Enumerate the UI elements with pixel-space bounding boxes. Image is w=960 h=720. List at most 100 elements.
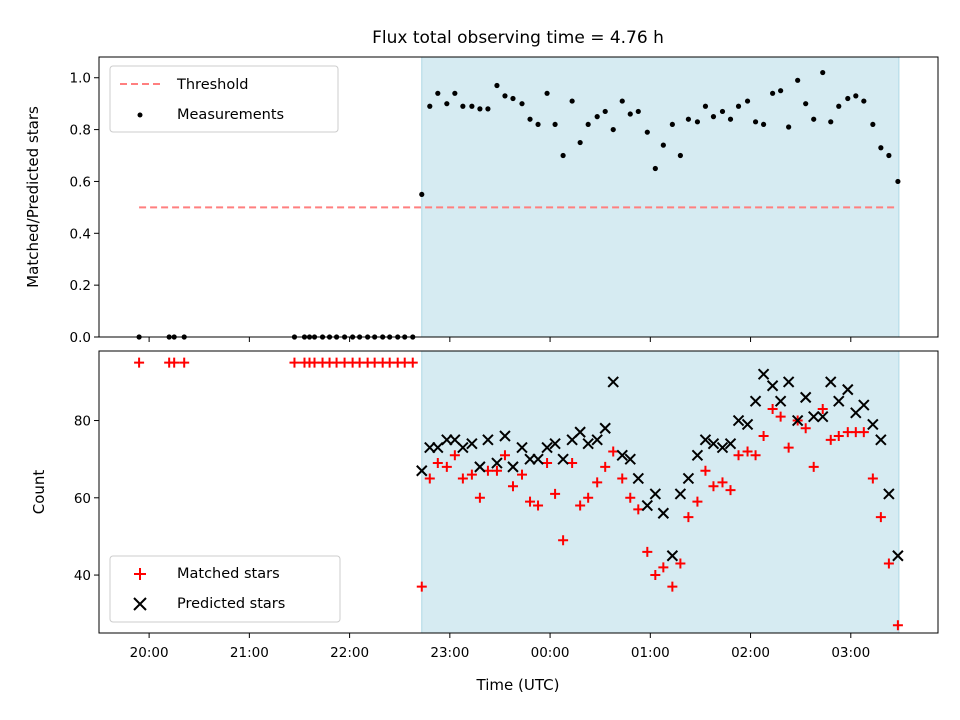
predicted-star-point (574, 426, 586, 438)
predicted-star-point (716, 441, 729, 454)
top-panel: 0.0 0.2 0.4 0.6 0.8 1.0 Matched/Predicted sta… (24, 56, 939, 346)
measurement-point (494, 82, 500, 89)
measurement-point (853, 93, 859, 99)
predicted-star-point (482, 434, 494, 446)
predicted-star-point (892, 550, 904, 562)
measurement-point (786, 124, 792, 130)
measurement-point (735, 103, 742, 109)
predicted-star-point (624, 453, 636, 465)
matched-star-point (407, 357, 418, 368)
matched-star-point (416, 581, 427, 592)
matched-star-point (667, 581, 678, 592)
predicted-star-point (666, 550, 679, 562)
measurement-point (760, 121, 767, 128)
measurement-point (744, 98, 751, 104)
matched-star-point (700, 465, 711, 476)
matched-star-point (817, 403, 828, 414)
bottom-axes-frame (98, 350, 939, 634)
predicted-star-point (591, 434, 603, 446)
matched-star-point (617, 473, 628, 484)
predicted-star-point (699, 434, 712, 446)
measurement-point (560, 152, 566, 159)
predicted-star-point (858, 399, 870, 411)
measurement-points (136, 69, 901, 340)
predicted-star-point (641, 499, 654, 512)
predicted-legend-swatch (133, 597, 147, 611)
measurement-point (627, 111, 633, 117)
measurement-point (594, 114, 600, 120)
measurement-point (710, 114, 717, 120)
predicted-star-point (599, 422, 611, 434)
measurement-point (535, 121, 541, 128)
measurement-point (502, 93, 508, 99)
x-tick-label: 21:00 (230, 645, 269, 661)
matched-star-point (567, 458, 578, 469)
predicted-star-point (682, 472, 695, 485)
matched-star-point (134, 357, 145, 368)
x-tick-label: 23:00 (430, 645, 469, 661)
matched-star-point (733, 450, 744, 461)
matched-star-point (517, 469, 528, 480)
measurement-point (677, 152, 683, 159)
predicted-star-point (541, 441, 553, 454)
bottom-y-ticks: 40 60 80 (74, 414, 99, 584)
observing-window-shade-bottom (421, 350, 900, 634)
measurement-point (460, 103, 466, 109)
predicted-star-point (749, 395, 762, 407)
matched-star-point (558, 535, 569, 546)
x-tick-label: 01:00 (631, 645, 670, 661)
measurement-point (527, 116, 533, 122)
predicted-star-point (516, 441, 528, 454)
matched-star-point (658, 562, 669, 573)
measurement-point (836, 103, 842, 109)
matched-star-point (783, 442, 794, 453)
measurement-point (519, 101, 525, 107)
predicted-star-point (842, 383, 854, 396)
predicted-star-point (549, 438, 561, 450)
matched-star-point (750, 450, 761, 461)
x-tick-label: 00:00 (531, 645, 570, 661)
chart-title: Flux total observing time = 4.76 h (372, 28, 664, 48)
measurement-point (795, 77, 801, 83)
matched-star-point (449, 450, 460, 461)
measurements-legend-swatch (137, 112, 143, 118)
measurement-point (886, 152, 892, 159)
observing-window-shade-top (421, 56, 900, 338)
x-tick-label: 03:00 (831, 645, 870, 661)
measurement-point (803, 101, 809, 107)
top-y-ticks: 0.0 0.2 0.4 0.6 0.8 1.0 (70, 71, 99, 346)
matched-star-point (758, 430, 769, 441)
bottom-legend-box (109, 555, 341, 623)
predicted-star-point (649, 488, 662, 500)
predicted-star-point (507, 461, 519, 473)
matched-star-point (542, 458, 553, 469)
legend-threshold-label: Threshold (176, 77, 248, 93)
matched-star-point (767, 403, 778, 414)
bottom-x-ticks: 20:00 21:00 22:00 23:00 00:00 01:00 02:00 03:00 (130, 633, 870, 661)
measurement-point (702, 103, 709, 109)
measurement-point (644, 129, 650, 135)
y-tick-label: 0.6 (70, 174, 91, 190)
x-axis-label: Time (UTC) (476, 676, 560, 694)
legend-predicted-label: Predicted stars (177, 596, 285, 612)
top-x-ticks (148, 337, 852, 342)
top-legend-box (109, 65, 339, 133)
measurement-point (427, 103, 433, 109)
measurement-point (660, 142, 666, 148)
matched-stars-points (134, 357, 903, 631)
measurement-point (770, 90, 776, 96)
matched-star-point (858, 427, 869, 438)
measurement-point (544, 90, 550, 96)
y-tick-label: 0.8 (70, 123, 91, 139)
y-tick-label: 0.2 (70, 278, 91, 294)
x-tick-label: 20:00 (130, 645, 169, 661)
predicted-star-point (582, 438, 594, 450)
measurement-point (778, 88, 784, 94)
measurement-point (569, 98, 575, 104)
y-tick-label: 0.4 (70, 226, 91, 242)
measurement-point (444, 101, 450, 107)
measurement-point (811, 116, 817, 122)
measurement-point (635, 108, 641, 115)
matched-star-point (825, 434, 836, 445)
matched-star-point (575, 500, 586, 511)
